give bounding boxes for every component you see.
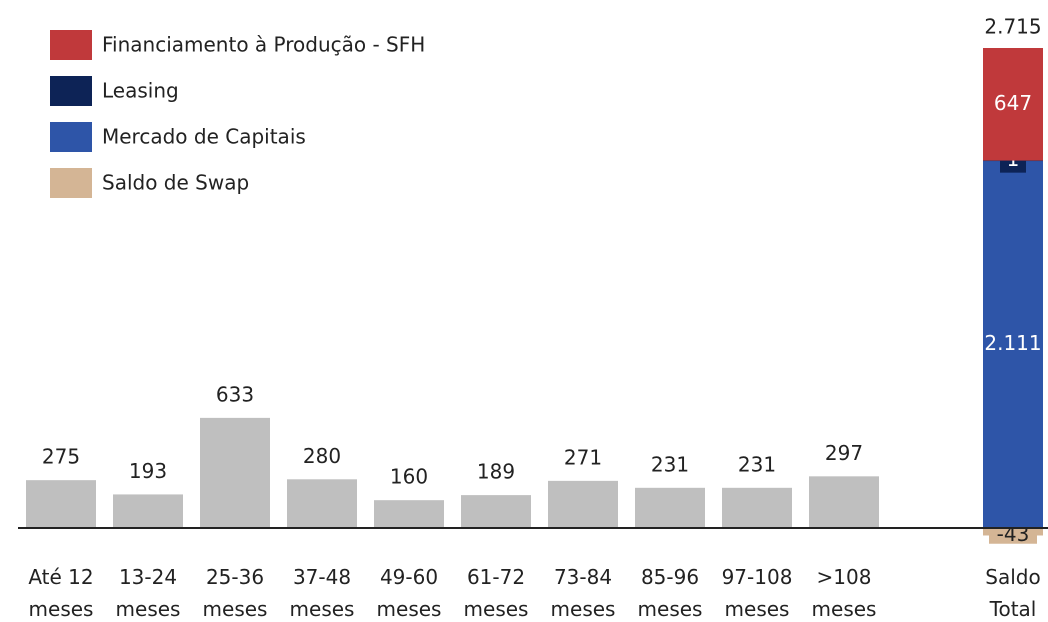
value-label: 297 [825, 441, 863, 465]
bar [722, 487, 792, 528]
bar [548, 480, 618, 528]
segment-label: 647 [994, 91, 1032, 115]
value-label: 231 [651, 452, 689, 476]
x-tick-label: 37-48 meses [290, 565, 355, 621]
value-label: 231 [738, 452, 776, 476]
bar [461, 495, 531, 528]
legend-label: Saldo de Swap [102, 171, 249, 195]
x-tick-label: 73-84 meses [551, 565, 616, 621]
value-label: 271 [564, 445, 602, 469]
legend-label: Leasing [102, 79, 179, 103]
x-tick-label: 85-96 meses [638, 565, 703, 621]
value-label: 633 [216, 382, 254, 406]
x-tick-label: 25-36 meses [203, 565, 268, 621]
value-label: 193 [129, 459, 167, 483]
legend-label: Financiamento à Produção - SFH [102, 33, 425, 57]
bar [113, 494, 183, 528]
x-tick-label: >108 meses [812, 565, 877, 621]
value-label: 160 [390, 465, 428, 489]
segment-label: 2.111 [984, 331, 1041, 355]
legend-swatch [50, 30, 92, 60]
value-label: 275 [42, 445, 80, 469]
x-tick-label: 13-24 meses [116, 565, 181, 621]
bar [809, 476, 879, 528]
value-label: 280 [303, 444, 341, 468]
x-tick-label: Saldo Total [985, 565, 1040, 621]
legend-label: Mercado de Capitais [102, 125, 306, 149]
x-tick-label: 61-72 meses [464, 565, 529, 621]
bar [635, 487, 705, 528]
total-label: 2.715 [984, 15, 1041, 39]
bar [374, 500, 444, 528]
bar [200, 417, 270, 528]
x-tick-label: 49-60 meses [377, 565, 442, 621]
value-label: 189 [477, 460, 515, 484]
bar [26, 480, 96, 528]
x-tick-label: 97-108 meses [722, 565, 793, 621]
legend-swatch [50, 122, 92, 152]
legend-swatch [50, 168, 92, 198]
bar [287, 479, 357, 528]
legend-swatch [50, 76, 92, 106]
stack-segment [983, 160, 1043, 528]
x-tick-label: Até 12 meses [28, 565, 93, 621]
stack-segment [983, 48, 1043, 161]
